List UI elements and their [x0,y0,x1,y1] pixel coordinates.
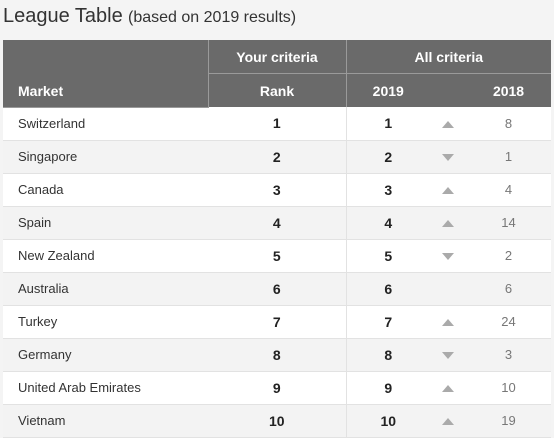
rank-2018-cell: 19 [466,404,552,438]
trend-cell [430,206,466,240]
table-row: Australia 6 6 6 [3,272,552,306]
rank-2018-cell: 4 [466,173,552,207]
rank-2019-cell: 6 [345,272,430,306]
trend-cell [430,404,466,438]
table-row: Canada 3 3 4 [3,173,552,207]
rank-2019-cell: 4 [345,206,430,240]
rank-2019-cell: 10 [345,404,430,438]
market-cell: Australia [3,272,208,306]
column-header-rank: Rank [207,73,346,107]
trend-cell [430,305,466,339]
column-header-2019: 2019 [345,73,430,107]
rank-cell: 10 [208,404,346,438]
rank-2018-cell: 3 [466,338,552,372]
column-header-trend [430,73,466,107]
title-sub: (based on 2019 results) [128,9,297,26]
rank-2018-cell: 10 [466,371,552,405]
rank-2018-cell: 24 [466,305,552,339]
column-header-2018: 2018 [466,73,552,107]
column-group-all-criteria: All criteria [345,40,552,74]
table-row: Singapore 2 2 1 [3,140,552,174]
rank-2018-cell: 1 [466,140,552,174]
trend-cell [430,140,466,174]
rank-2019-cell: 1 [345,107,430,141]
rank-2018-cell: 2 [466,239,552,273]
rank-cell: 1 [208,107,346,141]
table-row: Turkey 7 7 24 [3,305,552,339]
table-row: Spain 4 4 14 [3,206,552,240]
rank-cell: 4 [208,206,346,240]
rank-2019-cell: 8 [345,338,430,372]
arrow-up-icon [442,319,454,326]
rank-cell: 5 [208,239,346,273]
table-row: United Arab Emirates 9 9 10 [3,371,552,405]
table-row: New Zealand 5 5 2 [3,239,552,273]
trend-cell [430,338,466,372]
rank-2018-cell: 8 [466,107,552,141]
arrow-down-icon [442,154,454,161]
league-table: Market Your criteria All criteria Rank 2… [3,40,552,438]
rank-cell: 7 [208,305,346,339]
arrow-down-icon [442,253,454,260]
rank-2019-cell: 3 [345,173,430,207]
rank-2019-cell: 5 [345,239,430,273]
rank-cell: 6 [208,272,346,306]
arrow-down-icon [442,352,454,359]
trend-cell [430,173,466,207]
trend-cell [430,239,466,273]
trend-cell [430,272,466,306]
market-cell: Turkey [3,305,208,339]
rank-2018-cell: 6 [466,272,552,306]
rank-cell: 2 [208,140,346,174]
market-cell: Singapore [3,140,208,174]
rank-2019-cell: 2 [345,140,430,174]
market-cell: United Arab Emirates [3,371,208,405]
arrow-up-icon [442,220,454,227]
market-cell: Switzerland [3,107,208,141]
page-title: League Table (based on 2019 results) [0,0,554,40]
title-main: League Table [3,5,123,27]
table-row: Vietnam 10 10 19 [3,404,552,438]
column-header-market: Market [3,40,208,108]
rank-cell: 9 [208,371,346,405]
arrow-up-icon [442,418,454,425]
rank-2019-cell: 9 [345,371,430,405]
market-cell: Spain [3,206,208,240]
arrow-up-icon [442,385,454,392]
market-cell: Vietnam [3,404,208,438]
rank-cell: 8 [208,338,346,372]
market-cell: Germany [3,338,208,372]
rank-2019-cell: 7 [345,305,430,339]
trend-cell [430,107,466,141]
table-row: Switzerland 1 1 8 [3,107,552,141]
table-body: Switzerland 1 1 8 Singapore 2 2 1 Canada 3 3 4 Spain… [3,107,552,438]
arrow-up-icon [442,187,454,194]
column-group-your-criteria: Your criteria [207,40,346,74]
trend-cell [430,371,466,405]
table-row: Germany 8 8 3 [3,338,552,372]
rank-cell: 3 [208,173,346,207]
market-cell: Canada [3,173,208,207]
arrow-up-icon [442,120,454,128]
rank-2018-cell: 14 [466,206,552,240]
market-cell: New Zealand [3,239,208,273]
